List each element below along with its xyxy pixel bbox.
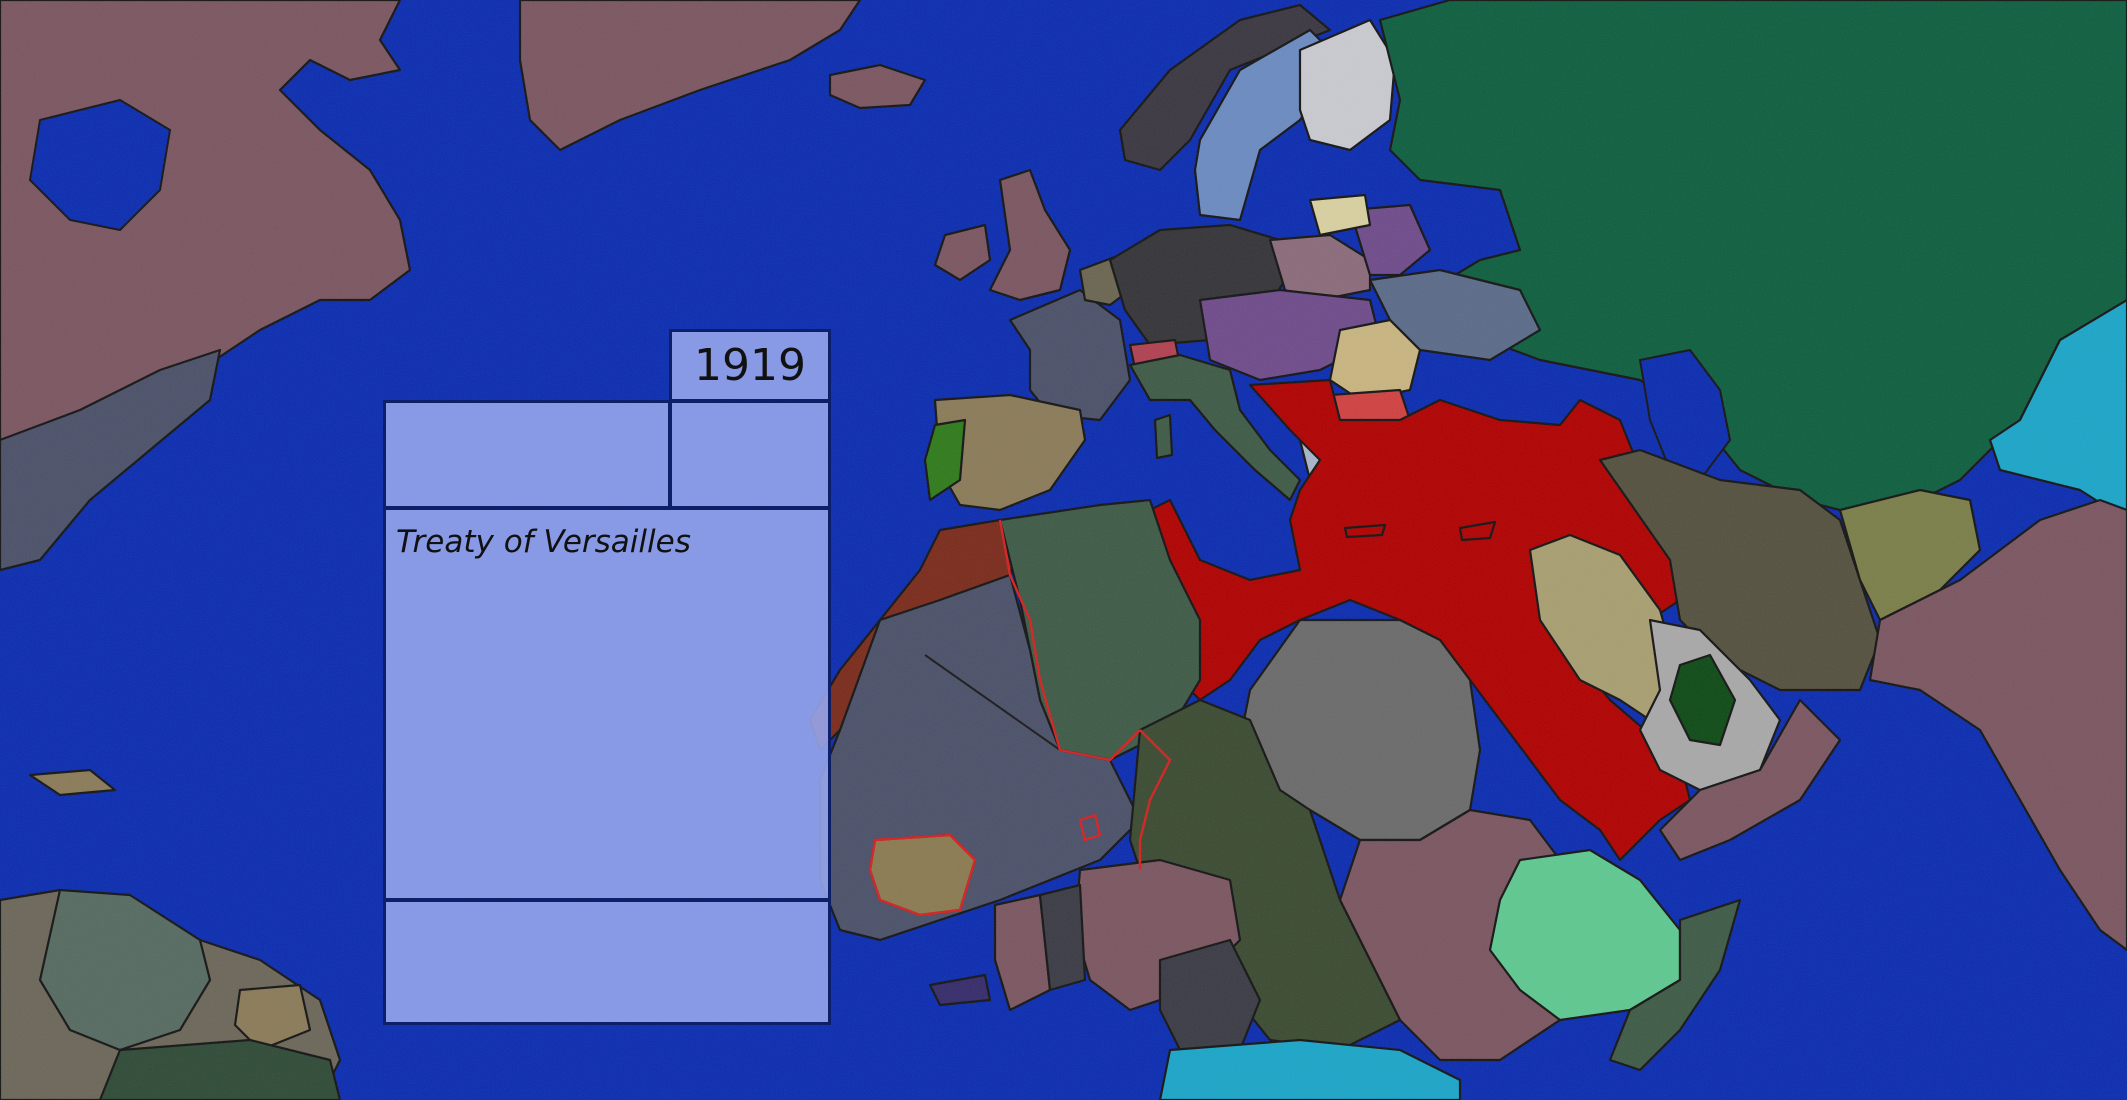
event-text-box: Treaty of Versailles [383,507,831,901]
year-box: 1919 [669,329,831,402]
emblem-box [669,400,831,509]
event-title: Treaty of Versailles [396,524,691,560]
footer-box [383,899,831,1025]
year-label: 1919 [694,340,806,391]
flag-box [383,400,671,509]
